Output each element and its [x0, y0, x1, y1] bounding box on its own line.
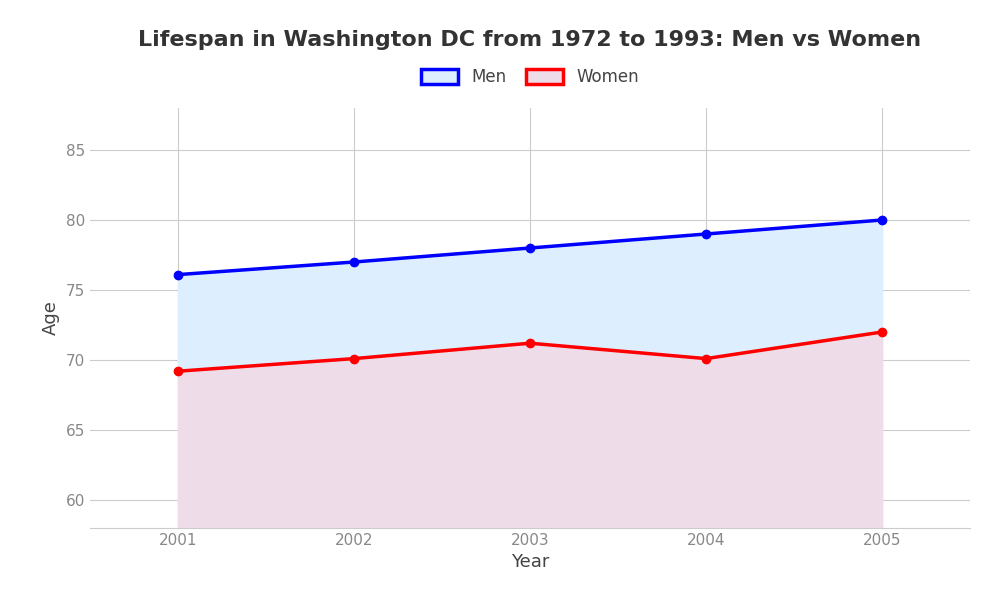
X-axis label: Year: Year — [511, 553, 549, 571]
Title: Lifespan in Washington DC from 1972 to 1993: Men vs Women: Lifespan in Washington DC from 1972 to 1… — [138, 29, 922, 49]
Legend: Men, Women: Men, Women — [414, 62, 646, 93]
Y-axis label: Age: Age — [42, 301, 60, 335]
